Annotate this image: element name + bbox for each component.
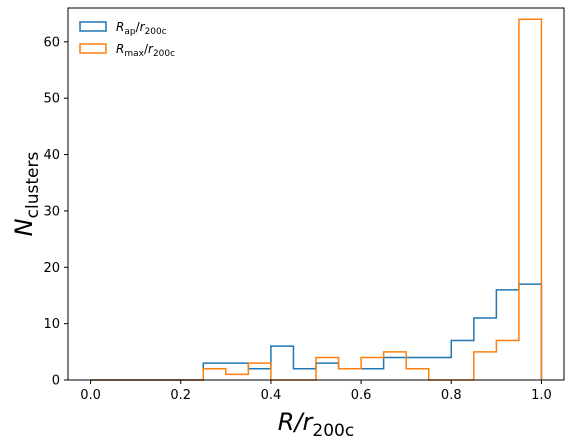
y-axis-label: Nclusters <box>10 152 43 237</box>
legend-swatch-rap <box>79 21 107 32</box>
x-tick-label: 0.2 <box>170 388 191 403</box>
y-tick-label: 50 <box>43 92 60 107</box>
x-ticks: 0.0 0.2 0.4 0.6 0.8 1.0 <box>80 380 552 403</box>
y-tick-label: 0 <box>52 374 60 389</box>
legend: Rap/r200c Rmax/r200c <box>79 20 175 59</box>
y-axis-label-main: N <box>10 218 38 236</box>
y-tick-label: 60 <box>43 35 60 50</box>
y-tick-label: 20 <box>43 261 60 276</box>
legend-label-rap: Rap/r200c <box>116 20 167 37</box>
x-axis-label: R/r200c <box>278 408 354 441</box>
x-axis-label-sub: 200c <box>312 421 354 441</box>
y-tick-label: 10 <box>43 317 60 332</box>
series-layer <box>90 18 543 381</box>
x-tick-label: 0.0 <box>80 388 101 403</box>
legend-label-rmax: Rmax/r200c <box>116 42 175 59</box>
histogram-series-1 <box>90 18 543 381</box>
plot-frame <box>67 7 565 381</box>
x-tick-label: 1.0 <box>531 388 552 403</box>
y-axis-label-sub: clusters <box>23 152 43 219</box>
y-tick-label: 40 <box>43 148 60 163</box>
x-axis-label-main: R/r <box>278 408 315 436</box>
x-tick-label: 0.6 <box>351 388 372 403</box>
x-tick-label: 0.4 <box>261 388 282 403</box>
y-ticks: 0 10 20 30 40 50 60 <box>43 35 68 389</box>
legend-swatch-rmax <box>79 43 107 54</box>
y-tick-label: 30 <box>43 204 60 219</box>
x-tick-label: 0.8 <box>441 388 462 403</box>
